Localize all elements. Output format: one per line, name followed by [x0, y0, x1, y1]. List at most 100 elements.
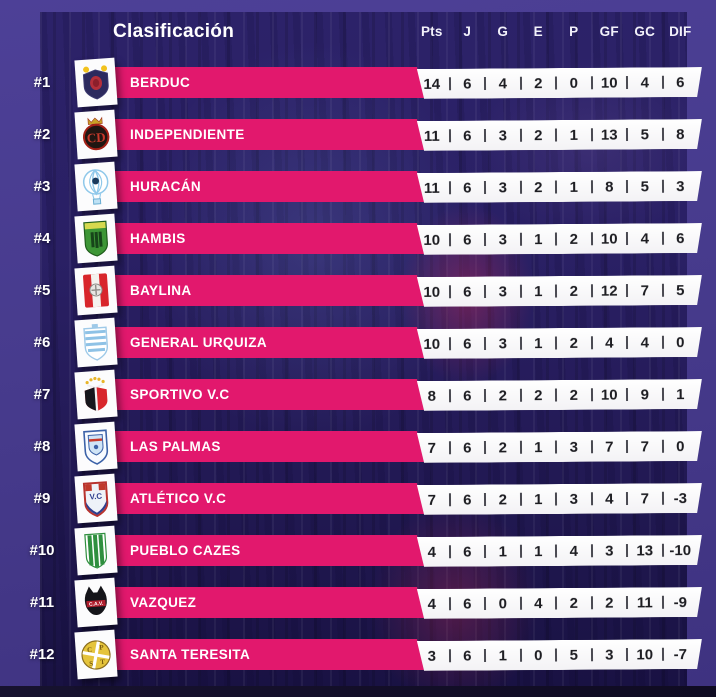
table-row: #10 PUEBLO CAZES 4 6 1 1 4 3 13 -10 [0, 525, 716, 577]
crest-sportivo-vc-icon [79, 373, 114, 415]
stat-gf: 3 [591, 542, 627, 559]
stat-p: 2 [556, 594, 592, 611]
crest-las-palmas-icon [79, 425, 114, 467]
stat-g: 3 [485, 179, 521, 196]
stat-g: 2 [485, 439, 521, 456]
stat-gf: 3 [591, 646, 627, 663]
stats-strip: 11 6 3 2 1 8 5 3 [410, 171, 706, 203]
stat-gc: 7 [627, 490, 663, 507]
crest-tile [74, 525, 118, 576]
team-name: BAYLINA [130, 283, 192, 298]
stat-e: 0 [520, 647, 556, 664]
stat-gf: 8 [591, 178, 627, 195]
team-banner: SANTA TERESITA [100, 639, 424, 670]
stat-g: 0 [485, 595, 521, 612]
crest-huracan-icon [79, 165, 114, 207]
crest-independiente-icon: CD [79, 113, 114, 155]
crest-baylina-icon [79, 269, 114, 311]
stats-strip: 7 6 2 1 3 4 7 -3 [410, 483, 706, 515]
stats-strip: 10 6 3 1 2 10 4 6 [410, 223, 706, 255]
stat-p: 1 [556, 126, 592, 143]
stat-e: 1 [520, 231, 556, 248]
crest-tile [74, 161, 118, 212]
stat-gc: 4 [627, 334, 663, 351]
stat-j: 6 [449, 387, 485, 404]
stat-dif: 1 [676, 385, 685, 403]
column-header-e: E [533, 24, 543, 39]
svg-text:S: S [89, 659, 94, 667]
table-row: #11 C.A.V. VAZQUEZ 4 6 0 4 2 2 11 -9 [0, 577, 716, 629]
stat-gf: 4 [591, 334, 627, 351]
team-name: HAMBIS [130, 231, 186, 246]
team-name: INDEPENDIENTE [130, 127, 245, 142]
stat-j: 6 [449, 127, 485, 144]
team-banner: INDEPENDIENTE [100, 119, 424, 150]
column-header-gf: GF [599, 24, 619, 39]
team-banner: HAMBIS [100, 223, 424, 254]
stat-p: 2 [556, 386, 592, 403]
stat-e: 2 [520, 127, 556, 144]
stat-g: 1 [485, 543, 521, 560]
stat-dif: 3 [676, 177, 685, 195]
stat-gc: 10 [627, 646, 663, 663]
stat-gf: 7 [591, 438, 627, 455]
table-row: #1 BERDUC 14 6 4 2 0 10 4 6 [0, 57, 716, 109]
team-name: VAZQUEZ [130, 595, 197, 610]
team-name: SPORTIVO V.C [130, 387, 230, 402]
stat-gf: 10 [591, 386, 627, 403]
stat-gc: 13 [627, 542, 663, 559]
table-row: #2 CD INDEPENDIENTE 11 6 3 2 1 13 5 8 [0, 109, 716, 161]
stat-e: 1 [520, 543, 556, 560]
crest-berduc-icon [79, 61, 114, 103]
stat-j: 6 [449, 335, 485, 352]
rank-label: #5 [33, 282, 51, 299]
crest-vazquez-icon: C.A.V. [79, 581, 114, 623]
table-row: #5 BAYLINA 10 6 3 1 2 12 7 5 [0, 265, 716, 317]
rank-label: #8 [33, 438, 51, 455]
stat-e: 4 [520, 595, 556, 612]
stat-dif: 8 [676, 125, 685, 143]
stat-gc: 5 [627, 178, 663, 195]
rank-label: #9 [33, 490, 51, 507]
stats-strip: 11 6 3 2 1 13 5 8 [410, 119, 706, 151]
stat-p: 2 [556, 230, 592, 247]
column-header-pts: Pts [420, 24, 443, 39]
table-row: #4 HAMBIS 10 6 3 1 2 10 4 6 [0, 213, 716, 265]
stat-e: 1 [520, 283, 556, 300]
rank-label: #10 [29, 542, 55, 559]
stat-dif: 6 [676, 73, 685, 91]
team-banner: LAS PALMAS [100, 431, 424, 462]
team-banner: VAZQUEZ [100, 587, 424, 618]
stats-strip: 3 6 1 0 5 3 10 -7 [410, 639, 706, 671]
crest-tile [74, 57, 118, 108]
team-name: GENERAL URQUIZA [130, 335, 268, 350]
stat-j: 6 [449, 75, 485, 92]
stat-gf: 4 [591, 490, 627, 507]
svg-text:C.A.V.: C.A.V. [89, 600, 104, 607]
stat-dif: -3 [673, 489, 687, 507]
rank-label: #4 [33, 230, 51, 247]
svg-text:T: T [100, 657, 106, 665]
crest-tile [74, 265, 118, 316]
team-name: SANTA TERESITA [130, 647, 251, 662]
column-header-gc: GC [634, 24, 656, 39]
svg-text:CD: CD [86, 129, 106, 145]
bottom-bar [0, 686, 716, 697]
stat-e: 2 [520, 387, 556, 404]
stat-g: 4 [485, 75, 521, 92]
stat-p: 5 [556, 646, 592, 663]
rank-label: #2 [33, 126, 51, 143]
stat-p: 2 [556, 282, 592, 299]
stat-dif: -7 [673, 645, 687, 663]
stats-strip: 10 6 3 1 2 4 4 0 [410, 327, 706, 359]
table-row: #9 V.C ATLÉTICO V.C 7 6 2 1 3 4 7 -3 [0, 473, 716, 525]
stat-p: 0 [556, 74, 592, 91]
stat-j: 6 [449, 595, 485, 612]
table-row: #3 HURACÁN 11 6 3 2 1 8 5 3 [0, 161, 716, 213]
team-banner: BAYLINA [100, 275, 424, 306]
